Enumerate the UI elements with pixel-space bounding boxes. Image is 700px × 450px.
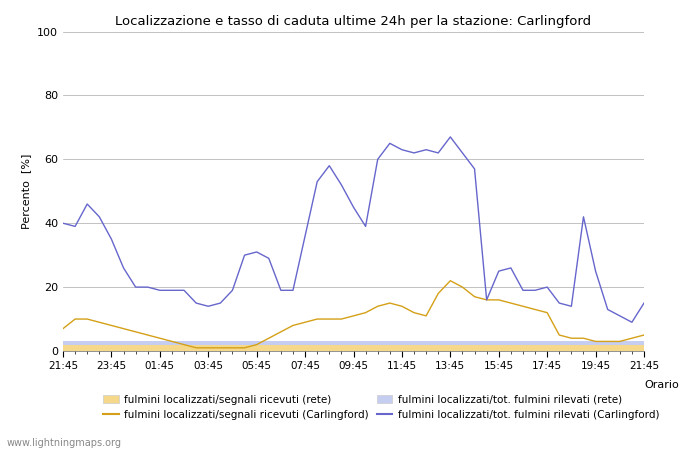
Legend: fulmini localizzati/segnali ricevuti (rete), fulmini localizzati/segnali ricevut: fulmini localizzati/segnali ricevuti (re… [103, 395, 659, 420]
Y-axis label: Percento  [%]: Percento [%] [22, 153, 32, 229]
Text: www.lightningmaps.org: www.lightningmaps.org [7, 438, 122, 448]
Text: Orario: Orario [644, 380, 679, 390]
Title: Localizzazione e tasso di caduta ultime 24h per la stazione: Carlingford: Localizzazione e tasso di caduta ultime … [116, 14, 592, 27]
